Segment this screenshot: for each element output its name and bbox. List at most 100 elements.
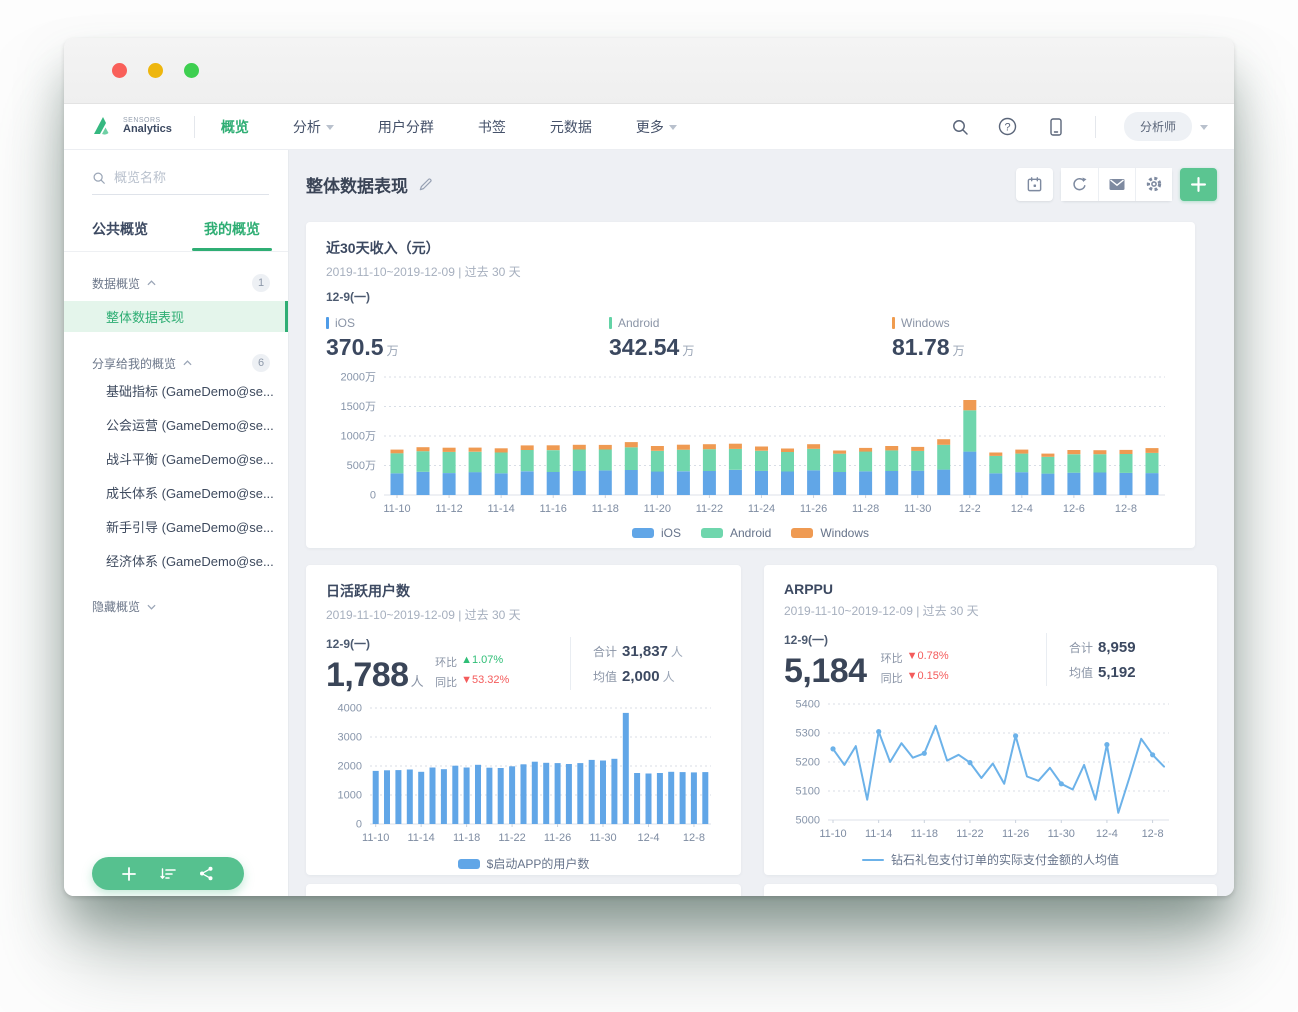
metric-label: Android [618,316,659,330]
svg-text:5300: 5300 [796,728,820,740]
sidebar-item[interactable]: 基础指标 (GameDemo@se... [64,374,288,406]
calendar-button[interactable] [1016,168,1053,201]
maximize-button[interactable] [184,63,199,78]
svg-text:11-26: 11-26 [800,503,827,515]
delta-value: ▼0.15% [907,670,949,686]
shared-overview-list: 基础指标 (GameDemo@se... 公会运营 (GameDemo@se..… [64,372,288,576]
settings-gear-icon[interactable] [1135,168,1172,201]
delta-label: 环比 [435,654,457,670]
app-logo[interactable]: SENSORS Analytics [90,115,172,139]
nav-item-user-segments[interactable]: 用户分群 [378,117,434,137]
stat-value: 2,000 [622,668,660,685]
edit-pencil-icon[interactable] [418,177,433,192]
user-menu[interactable]: 分析师 [1124,112,1208,141]
sidebar-item[interactable]: 经济体系 (GameDemo@se... [64,544,288,576]
tab-my-overview[interactable]: 我的概览 [176,211,288,251]
kpi-main: 12-9(一) 5,184 环比▼0.78% 同比▼0.15% [784,631,1046,688]
stat-value: 8,959 [1098,639,1136,656]
legend-chip [632,528,654,538]
sidebar: 公共概览 我的概览 数据概览 1 整体数据表现 分享给我的概览 6 基础指标 (… [64,150,289,896]
svg-text:12-6: 12-6 [1063,503,1085,515]
sort-order-button[interactable] [158,864,178,884]
mobile-icon[interactable] [1045,116,1067,138]
svg-text:11-22: 11-22 [956,828,983,840]
kpi-deltas: 环比▼0.78% 同比▼0.15% [881,650,949,688]
card-title: ARPPU [784,581,1197,597]
svg-text:12-8: 12-8 [1115,503,1137,515]
nav-item-metadata[interactable]: 元数据 [550,117,592,137]
sidebar-item[interactable]: 成长体系 (GameDemo@se... [64,476,288,508]
refresh-button[interactable] [1061,168,1098,201]
sidebar-item[interactable]: 新手引导 (GameDemo@se... [64,510,288,542]
card-title: 日活跃用户数 [326,581,721,601]
svg-text:5000: 5000 [796,815,820,827]
section-label: 隐藏概览 [92,598,140,615]
metric-label: Windows [901,316,950,330]
nav-item-analysis[interactable]: 分析 [293,117,334,137]
svg-text:11-30: 11-30 [589,832,616,844]
sidebar-tabs: 公共概览 我的概览 [64,211,288,252]
search-input[interactable] [114,170,264,185]
legend-item-windows[interactable]: Windows [791,526,869,540]
nav-item-more[interactable]: 更多 [636,117,677,137]
user-role-pill[interactable]: 分析师 [1124,112,1192,141]
revenue-chart[interactable]: 0500万1000万1500万2000万11-1011-1211-1411-16… [326,369,1175,524]
metric-value: 342.54 [609,334,679,360]
nav-divider [194,116,195,138]
card-date-range: 2019-11-10~2019-12-09 | 过去 30 天 [326,263,1175,280]
metrics-row: iOS 370.5万 Android 342.54万 Windows 81.78… [326,310,1175,361]
chart-legend: $启动APP的用户数 [326,855,721,872]
svg-text:11-22: 11-22 [498,832,525,844]
svg-text:12-8: 12-8 [683,832,705,844]
delta-value: ▼53.32% [461,674,509,690]
card-dau: 日活跃用户数 2019-11-10~2019-12-09 | 过去 30 天 1… [306,565,741,875]
legend-item[interactable]: 钻石礼包支付订单的实际支付金额的人均值 [862,851,1119,868]
nav-item-label: 元数据 [550,117,592,137]
svg-text:11-30: 11-30 [904,503,931,515]
section-shared-overview[interactable]: 分享给我的概览 6 [92,354,270,372]
dau-chart[interactable]: 0100020003000400011-1011-1411-1811-2211-… [326,700,721,853]
card-partial [306,884,741,896]
overview-search[interactable] [92,170,269,195]
minimize-button[interactable] [148,63,163,78]
mail-button[interactable] [1098,168,1135,201]
add-card-button[interactable] [1180,168,1217,201]
sidebar-item[interactable]: 战斗平衡 (GameDemo@se... [64,442,288,474]
sidebar-item[interactable]: 公会运营 (GameDemo@se... [64,408,288,440]
tab-public-overview[interactable]: 公共概览 [64,211,176,251]
metric-ios: iOS 370.5万 [326,310,609,361]
svg-text:11-20: 11-20 [644,503,671,515]
nav-item-overview[interactable]: 概览 [221,117,249,137]
svg-text:11-10: 11-10 [383,503,410,515]
metric-windows: Windows 81.78万 [892,310,1175,361]
svg-text:11-18: 11-18 [453,832,480,844]
card-date-range: 2019-11-10~2019-12-09 | 过去 30 天 [784,602,1197,619]
legend-item-ios[interactable]: iOS [632,526,681,540]
nav-item-label: 更多 [636,117,664,137]
line-chart[interactable]: 5000510052005300540011-1011-1411-1811-22… [784,696,1179,844]
svg-text:11-12: 11-12 [435,503,462,515]
arppu-chart[interactable]: 5000510052005300540011-1011-1411-1811-22… [784,696,1197,849]
card-revenue-30d: 近30天收入（元） 2019-11-10~2019-12-09 | 过去 30 … [306,222,1195,548]
close-button[interactable] [112,63,127,78]
bar-chart[interactable]: 0100020003000400011-1011-1411-1811-2211-… [326,700,721,848]
section-hidden-overview[interactable]: 隐藏概览 [92,598,270,615]
kpi-main: 12-9(一) 1,788人 环比▲1.07% 同比▼53.32% [326,635,570,692]
stacked-bar-chart[interactable]: 0500万1000万1500万2000万11-1011-1211-1411-16… [326,369,1175,519]
help-icon[interactable]: ? [997,116,1019,138]
add-overview-button[interactable] [119,864,139,884]
svg-text:11-14: 11-14 [407,832,434,844]
svg-text:11-24: 11-24 [748,503,775,515]
nav-item-bookmarks[interactable]: 书签 [478,117,506,137]
legend-item-android[interactable]: Android [701,526,771,540]
nav-right: ? 分析师 [949,112,1208,141]
legend-label: Windows [820,526,869,540]
legend-item[interactable]: $启动APP的用户数 [458,855,590,872]
search-icon[interactable] [949,116,971,138]
share-button[interactable] [197,864,217,884]
sidebar-item-overall-performance[interactable]: 整体数据表现 [64,301,288,332]
svg-text:11-18: 11-18 [592,503,619,515]
section-data-overview[interactable]: 数据概览 1 [92,274,270,292]
next-cards-row [306,884,1217,896]
chevron-down-icon [1200,125,1208,130]
